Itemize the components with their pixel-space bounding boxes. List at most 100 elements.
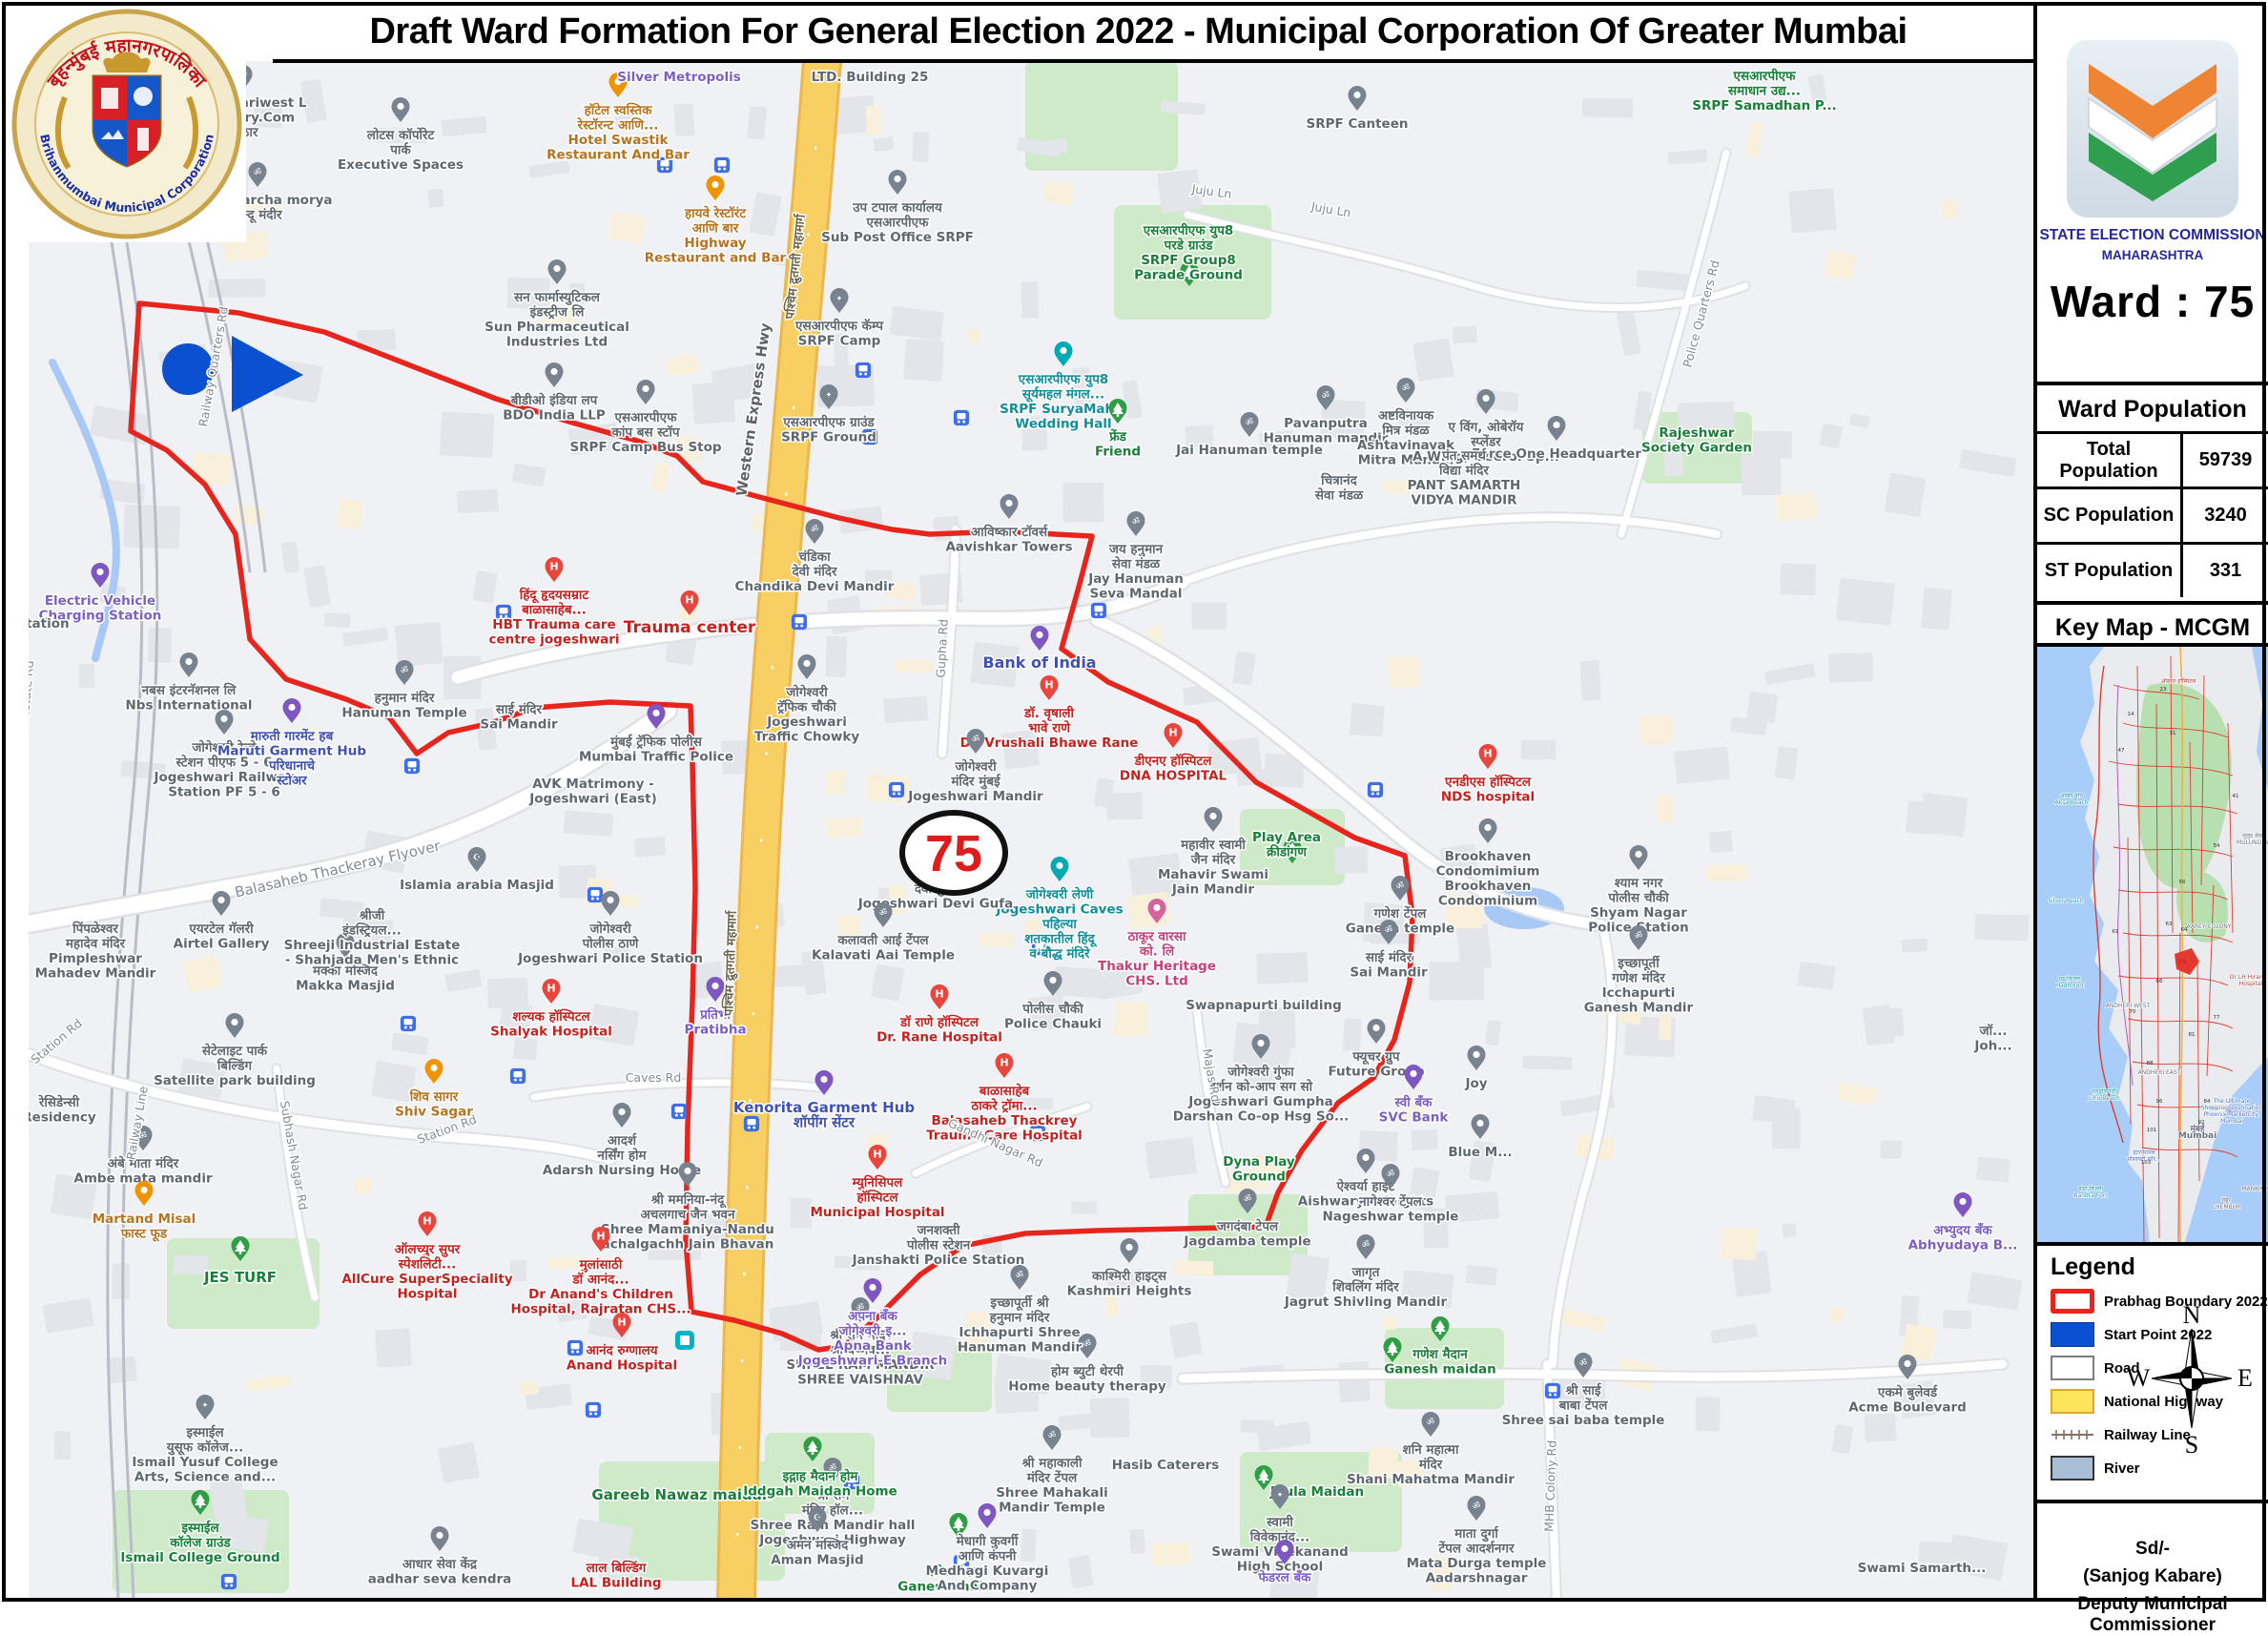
svg-text:Trauma center: Trauma center: [624, 618, 756, 637]
svg-text:Mata Durga temple: Mata Durga temple: [1407, 1556, 1547, 1571]
map-label: एसआरपीएफ युप8सूर्यमहल मंगल...SRPF SuryaM…: [999, 342, 1128, 433]
svg-text:Jogeshwari Devi Gufa: Jogeshwari Devi Gufa: [857, 897, 1014, 912]
svg-text:SRPF SuryaMahal: SRPF SuryaMahal: [1000, 402, 1127, 417]
svg-text:डॉ राणे हॉस्पिटल: डॉ राणे हॉस्पिटल: [899, 1014, 979, 1030]
svg-text:कॉलेज ग्राउंड: कॉलेज ग्राउंड: [169, 1535, 231, 1551]
svg-text:DNA HOSPITAL: DNA HOSPITAL: [1120, 769, 1227, 784]
signature-designation: Deputy Municipal Commissioner: [2077, 1594, 2228, 1635]
svg-text:एसआरपीएफ: एसआरपीएफ: [1733, 68, 1797, 84]
key-map-ward-number: 103: [2141, 1160, 2152, 1166]
svg-text:आविष्कार टॉवर्स: आविष्कार टॉवर्स: [971, 524, 1048, 540]
svg-text:इंडस्ट्रीज लि: इंडस्ट्रीज लि: [529, 304, 586, 321]
svg-text:Mumbai Traffic Police: Mumbai Traffic Police: [579, 750, 733, 765]
highway-swatch: [2051, 1389, 2094, 1414]
svg-text:मुलांसाठी: मुलांसाठी: [579, 1256, 623, 1273]
svg-text:शनि महात्मा: शनि महात्मा: [1403, 1441, 1459, 1458]
svg-text:हॉस्पिटल: हॉस्पिटल: [856, 1190, 898, 1206]
map-label: Blue M...: [1447, 1114, 1514, 1162]
sec-logo: [2067, 40, 2238, 217]
svg-text:Electric Vehicle: Electric Vehicle: [45, 593, 155, 609]
svg-text:SRPF Samadhan P...: SRPF Samadhan P...: [1692, 98, 1836, 114]
bmc-logo: बृहन्मुंबई महानगरपालिका Brihanmumbai Mun…: [11, 9, 242, 239]
svg-text:Aishwarya Heights: Aishwarya Heights: [1298, 1194, 1433, 1210]
svg-text:महादेव मंदिर: महादेव मंदिर: [65, 936, 126, 952]
svg-text:Jogeshwari Police Station: Jogeshwari Police Station: [517, 951, 703, 966]
map-label: होम ब्युटी थेरपीHome beauty therapy: [1007, 1334, 1167, 1396]
svg-text:रेस्टॉरन्ट आणि...: रेस्टॉरन्ट आणि...: [577, 117, 659, 134]
svg-text:Shree Ram Mandir hall: Shree Ram Mandir hall: [750, 1518, 915, 1533]
svg-text:टेंपल आदर्शनगर: टेंपल आदर्शनगर: [1437, 1541, 1515, 1557]
svg-text:Restaurant And Bar: Restaurant And Bar: [546, 148, 690, 163]
svg-text:Ashtavinayak: Ashtavinayak: [1357, 438, 1455, 453]
svg-text:CHEMBUR: CHEMBUR: [2212, 1204, 2240, 1211]
svg-text:Darshan Co-op Hsg So...: Darshan Co-op Hsg So...: [1173, 1109, 1350, 1125]
svg-text:समुद्रकिनारी: समुद्रकिनारी: [2092, 1087, 2116, 1095]
svg-text:बाळासाहेब...: बाळासाहेब...: [521, 602, 587, 618]
svg-text:श्री राम: श्री राम: [815, 1487, 851, 1503]
svg-text:जोगेश्वरी-इ...: जोगेश्वरी-इ...: [838, 1323, 907, 1339]
svg-text:Sub Post Office SRPF: Sub Post Office SRPF: [821, 230, 974, 245]
svg-text:पश्चिम द्रुतगती महामार्ग: पश्चिम द्रुतगती महामार्ग: [721, 909, 740, 1017]
boundary-swatch: [2051, 1289, 2094, 1314]
map-label: Gareeb Nawaz maidan: [590, 1485, 773, 1505]
commission-name: STATE ELECTION COMMISSION: [2039, 227, 2266, 243]
svg-text:Joy: Joy: [1464, 1076, 1487, 1091]
svg-text:ट्रॅफिक चौकी: ट्रॅफिक चौकी: [776, 699, 836, 715]
svg-text:SRPF Ground: SRPF Ground: [781, 430, 876, 445]
map-label: Juju Ln: [1188, 180, 1234, 203]
svg-text:Aadarshnagar: Aadarshnagar: [1426, 1571, 1528, 1586]
svg-text:महावीर स्वामी: महावीर स्वामी: [1180, 837, 1246, 853]
map-label: बाळासाहेबठाकरे ट्रॉमा...Balasaheb Thackr…: [925, 1053, 1083, 1145]
svg-text:हायवे रेस्टॉरंट: हायवे रेस्टॉरंट: [684, 205, 747, 221]
table-row: SC Population 3240: [2037, 489, 2268, 545]
svg-text:Force One Headquarter: Force One Headquarter: [1472, 446, 1641, 462]
signature-sd: Sd/-: [2135, 1539, 2170, 1559]
svg-text:अभ्युदय बँक: अभ्युदय बँक: [1933, 1222, 1992, 1238]
key-map-label: मढ किल्लाMadh Fort: [2054, 974, 2085, 989]
svg-text:श्री महाकाली: श्री महाकाली: [1021, 1455, 1082, 1471]
svg-text:साई मंदिर: साई मंदिर: [495, 701, 543, 717]
population-row-value: 59739: [2198, 449, 2253, 470]
svg-text:Blue M...: Blue M...: [1448, 1145, 1512, 1160]
population-header: Ward Population: [2037, 385, 2268, 434]
svg-text:एसआरपीएफ कॅम्प: एसआरपीएफ कॅम्प: [794, 318, 884, 334]
svg-text:Kenorita Garment Hub: Kenorita Garment Hub: [733, 1099, 916, 1116]
svg-text:शल्यक हॉस्पिटल: शल्यक हॉस्पिटल: [512, 1008, 590, 1025]
population-row-label: SC Population: [2037, 489, 2183, 542]
svg-text:सन फार्मास्युटिकल: सन फार्मास्युटिकल: [513, 289, 601, 305]
svg-text:Ismail Yusuf College: Ismail Yusuf College: [132, 1455, 278, 1470]
compass-w: W: [2127, 1364, 2151, 1392]
svg-text:फेडरल बँक: फेडरल बँक: [1257, 1569, 1311, 1585]
svg-text:Jogeshwari-E Branch: Jogeshwari-E Branch: [797, 1354, 947, 1369]
key-map-ward-number: 64: [2181, 927, 2188, 933]
key-map-ward-number: 88: [2147, 1061, 2154, 1067]
svg-text:इंटरनॅशनल: इंटरनॅशनल: [2133, 1149, 2155, 1156]
key-map-ward-number: 54: [2214, 843, 2220, 849]
key-map-label: समुद्रकिनारीJuhu Beach: [2087, 1087, 2121, 1102]
svg-text:सेवा मंडळ: सेवा मंडळ: [1111, 556, 1161, 572]
legend-header: Legend: [2051, 1253, 2135, 1280]
svg-text:आनंद रुग्णालय: आनंद रुग्णालय: [586, 1343, 658, 1358]
river-swatch: [2051, 1456, 2094, 1481]
svg-text:जोगेश्वरी: जोगेश्वरी: [785, 684, 828, 700]
svg-text:ऑलच्युर सुपर: ऑलच्युर सुपर: [395, 1241, 461, 1257]
svg-text:आणि कंपनी: आणि कंपनी: [959, 1548, 1017, 1564]
map-label: हायवे रेस्टॉरंटआणि बारHighwayRestaurant …: [643, 176, 788, 267]
ward-title: Ward : 75: [2050, 277, 2256, 326]
key-map: अक्सा बीच Aksa Beach Silver Beach मढ किल्ला…: [2037, 646, 2268, 1243]
svg-text:हनुमान मंदिर: हनुमान मंदिर: [374, 690, 435, 706]
